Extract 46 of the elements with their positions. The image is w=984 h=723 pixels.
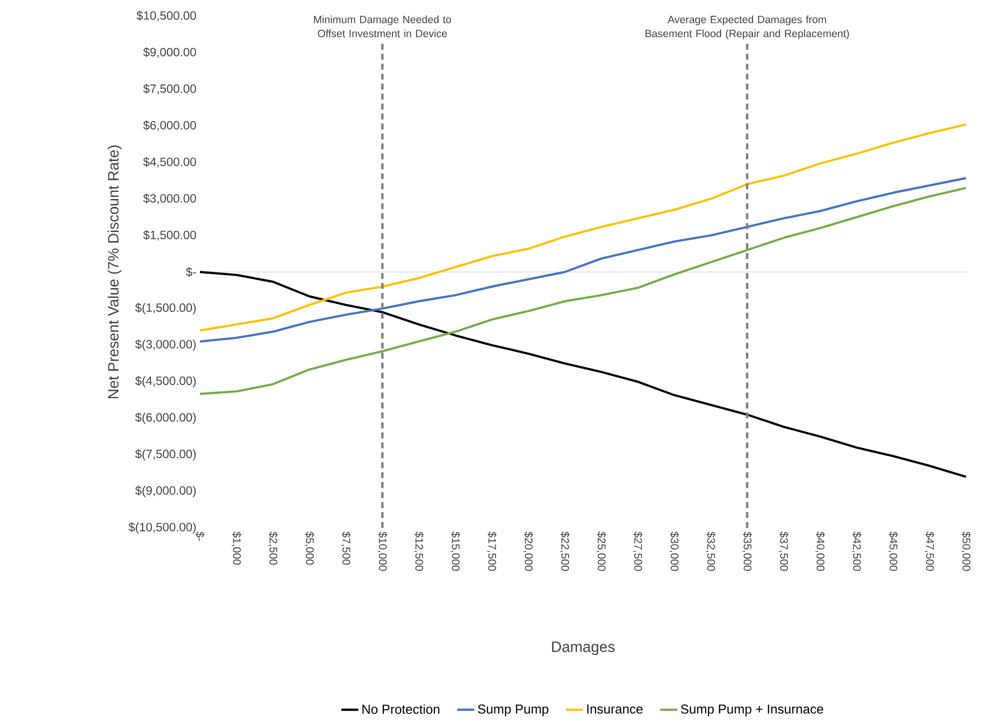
x-tick-label: $20,000	[524, 532, 534, 571]
x-tick-label: $22,500	[560, 532, 570, 571]
line-series	[198, 177, 968, 343]
x-tick-label: $25,000	[596, 532, 606, 571]
x-tick-label: $42,500	[852, 532, 862, 571]
legend-label: Insurance	[587, 704, 643, 714]
x-tick-label: $15,000	[450, 532, 460, 571]
x-tick-label: $1,000	[232, 532, 242, 565]
x-tick-label: $10,000	[378, 532, 388, 571]
x-tick-label: $2,500	[268, 532, 278, 565]
y-tick-label: $(9,000.00)	[135, 486, 196, 498]
x-tick-label: $5,000	[304, 532, 314, 565]
y-tick-label: $(3,000.00)	[135, 339, 196, 351]
y-tick-label: $-	[186, 267, 196, 277]
y-tick-label: $9,000.00	[143, 47, 196, 58]
x-tick-label: $7,500	[341, 532, 351, 565]
y-tick-label: $7,500.00	[143, 84, 196, 94]
y-tick-label: $10,500.00	[136, 10, 196, 22]
x-tick-label: $32,500	[706, 532, 716, 571]
x-tick-label: $50,000	[961, 532, 971, 571]
x-tick-label: $30,000	[669, 532, 679, 571]
x-tick-label: $17,500	[487, 532, 497, 571]
y-tick-label: $(4,500.00)	[135, 376, 196, 388]
y-tick-label: $4,500.00	[143, 157, 196, 168]
legend-label: No Protection	[362, 704, 440, 714]
y-tick-label: $6,000.00	[143, 120, 196, 131]
y-tick-label: $(6,000.00)	[135, 412, 196, 424]
ref-line-label: Minimum Damage Needed to Offset Investment in Device	[314, 16, 452, 38]
y-tick-label: $3,000.00	[143, 194, 196, 204]
y-tick-label: $1,500.00	[143, 230, 196, 241]
x-tick-label: $45,000	[888, 532, 898, 571]
x-axis-title: Damages	[552, 642, 615, 656]
x-tick-label: $-	[196, 532, 204, 541]
y-tick-label: $(10,500.00)	[128, 522, 196, 534]
legend-label: Sump Pump	[478, 704, 548, 716]
x-tick-label: $35,000	[742, 532, 752, 571]
legend-label: Sump Pump + Insurnace	[680, 704, 824, 716]
ref-line-label: Average Expected Damages from Basement Flood (Repair and Replacement)	[646, 16, 849, 40]
y-tick-label: $(7,500.00)	[135, 449, 196, 461]
y-axis-title: Net Present Value (7% Discount Rate)	[108, 146, 122, 398]
y-tick-label: $(1,500.00)	[135, 302, 196, 314]
x-tick-label: $47,500	[924, 532, 934, 571]
x-tick-label: $40,000	[815, 532, 825, 571]
x-tick-label: $12,500	[414, 532, 424, 571]
x-tick-label: $27,500	[632, 532, 642, 571]
x-tick-label: $37,500	[778, 532, 788, 571]
